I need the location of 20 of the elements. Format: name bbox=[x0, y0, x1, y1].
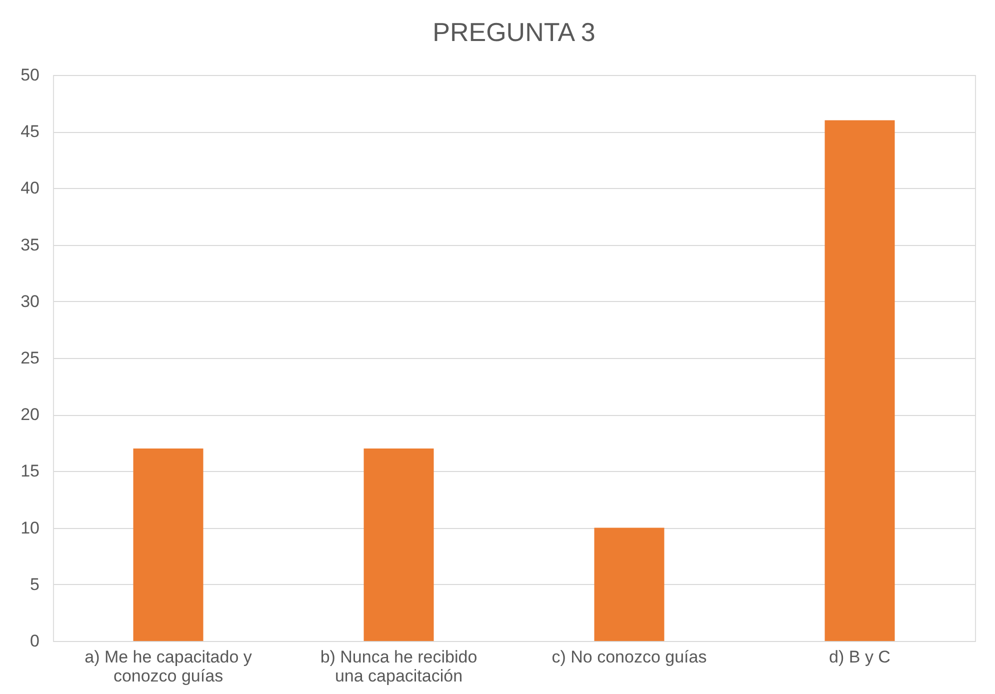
bar bbox=[594, 528, 664, 641]
y-tick-label: 35 bbox=[20, 235, 40, 254]
x-tick-label: b) Nunca he recibido una capacitación bbox=[320, 648, 478, 686]
y-tick-label: 30 bbox=[20, 292, 40, 311]
y-tick-label: 25 bbox=[20, 348, 40, 368]
x-tick-label: c) No conozco guías bbox=[552, 648, 707, 666]
y-tick-label: 20 bbox=[20, 405, 40, 424]
y-tick-label: 50 bbox=[20, 66, 40, 84]
chart-title: PREGUNTA 3 bbox=[432, 17, 596, 47]
y-tick-label: 40 bbox=[20, 178, 40, 198]
y-tick-label: 15 bbox=[20, 462, 40, 481]
y-tick-label: 0 bbox=[30, 632, 40, 650]
x-tick-label: a) Me he capacitado y conozco guías bbox=[84, 648, 252, 686]
bar bbox=[133, 448, 204, 641]
bar bbox=[364, 448, 434, 641]
x-tick-label: d) B y C bbox=[829, 648, 890, 666]
y-tick-label: 10 bbox=[20, 518, 40, 538]
y-tick-label: 5 bbox=[30, 574, 40, 594]
y-tick-label: 45 bbox=[20, 122, 40, 142]
bar bbox=[824, 120, 895, 641]
